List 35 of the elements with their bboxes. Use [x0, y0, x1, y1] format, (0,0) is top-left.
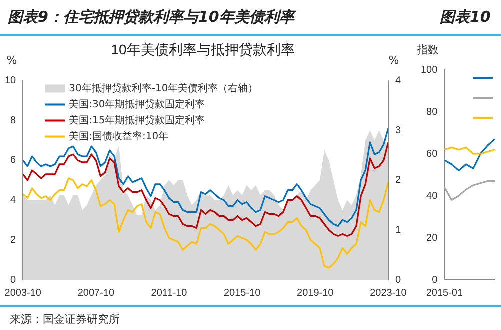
y2-tick-label: 2: [395, 175, 402, 186]
y2-tick-label: 4: [395, 76, 402, 87]
y2-axis-title: %: [388, 54, 400, 68]
y-tick-label: 0: [432, 274, 438, 286]
x-tick-label: 2007-10: [78, 288, 115, 299]
legend-label: 美国:30年期抵押贷款固定利率: [69, 98, 206, 110]
y-tick-label: 60: [426, 148, 438, 160]
source-note: 来源：国金证券研究所: [10, 312, 120, 327]
y-tick-label: 6: [10, 155, 17, 166]
x-tick-label: 2023-10: [370, 288, 408, 299]
y-tick-label: 10: [5, 76, 17, 87]
x-tick-label: 2011-10: [151, 288, 188, 299]
y-tick-label: 4: [10, 195, 17, 206]
y-tick-label: 40: [426, 190, 438, 202]
y-tick-label: 8: [10, 115, 17, 126]
y-tick-label: 100: [420, 64, 438, 76]
x-tick-label: 2015-01: [426, 288, 464, 299]
legend-label: 美国:国债收益率:10年: [69, 130, 169, 142]
y-tick-label: 2: [10, 234, 17, 246]
x-tick-label: 2019-10: [297, 288, 334, 299]
y-axis-title: %: [6, 54, 18, 68]
chart-title: 图表10: [440, 8, 491, 27]
y2-tick-label: 1: [395, 224, 402, 236]
y-axis-title: 指数: [416, 43, 439, 56]
y-tick-label: 20: [426, 232, 438, 244]
y2-tick-label: 0: [395, 274, 402, 286]
chart-title: 图表9：住宅抵押贷款利率与10年美债利率: [8, 8, 294, 27]
x-tick-label: 2015-10: [224, 288, 262, 299]
y-tick-label: 80: [426, 106, 438, 118]
y-tick-label: 0: [10, 274, 17, 286]
chart-subtitle: 10年美债利率与抵押贷款利率: [111, 41, 295, 58]
y2-tick-label: 3: [395, 125, 402, 136]
legend-label: 30年抵押贷款利率-10年美债利率（右轴）: [69, 82, 258, 94]
x-tick-label: 2003-10: [4, 288, 42, 299]
legend-label: 美国:15年期抵押贷款固定利率: [69, 114, 206, 126]
